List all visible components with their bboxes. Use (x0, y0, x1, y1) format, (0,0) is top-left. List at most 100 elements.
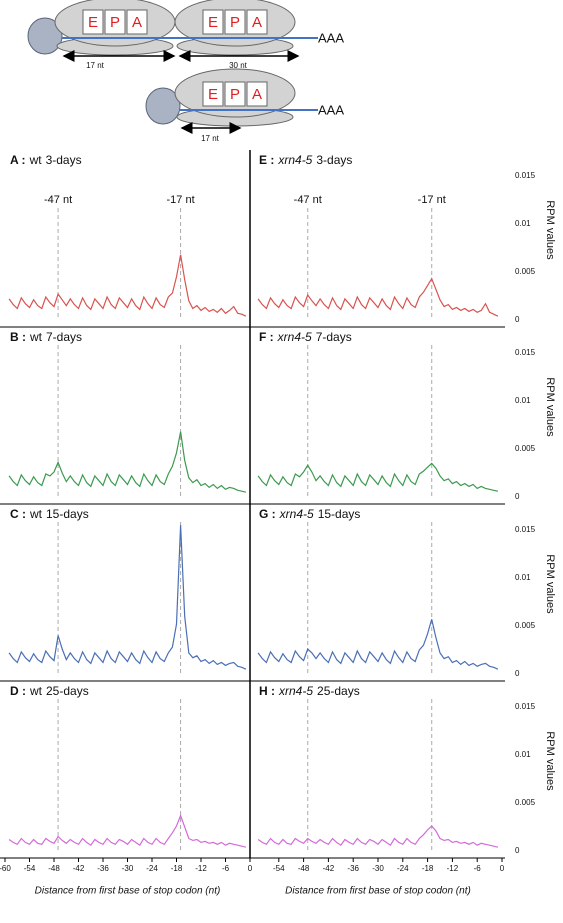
y-tick-label: 0 (515, 315, 520, 324)
polya-label: AAA (318, 102, 344, 117)
genotype: wt (29, 330, 43, 344)
panel-title: B : wt 7-days (10, 330, 82, 344)
panel-letter: D : (10, 684, 26, 698)
data-line (8, 431, 247, 493)
x-tick-label: -42 (73, 864, 85, 873)
x-tick-label: -36 (347, 864, 359, 873)
y-tick-label: 0.01 (515, 573, 531, 582)
x-tick-label: -12 (447, 864, 459, 873)
x-tick-label: -24 (146, 864, 158, 873)
annotation: -17 nt (418, 194, 446, 206)
site-label: P (110, 14, 120, 31)
y-axis-label: RPM values (544, 731, 556, 791)
site-label: E (208, 86, 218, 103)
x-tick-label: 0 (500, 864, 505, 873)
span-label: 30 nt (229, 61, 248, 70)
genotype: wt (29, 684, 43, 698)
site-label: P (230, 14, 240, 31)
panel-title: D : wt 25-days (10, 684, 89, 698)
y-tick-label: 0 (515, 669, 520, 678)
genotype: xrn4-5 (277, 330, 312, 344)
annotation: -47 nt (294, 194, 322, 206)
x-tick-label: -30 (372, 864, 384, 873)
site-label: E (88, 14, 98, 31)
site-label: E (208, 14, 218, 31)
site-label: A (252, 14, 262, 31)
y-tick-label: 0.005 (515, 267, 536, 276)
annotation: -47 nt (44, 194, 72, 206)
stage: 7-days (46, 330, 82, 344)
site-boxes (202, 81, 268, 107)
genotype: xrn4-5 (279, 507, 314, 521)
stage: 3-days (316, 153, 352, 167)
y-tick-label: 0.01 (515, 396, 531, 405)
stage: 7-days (316, 330, 352, 344)
stage: 3-days (46, 153, 82, 167)
stage: 15-days (318, 507, 361, 521)
y-tick-label: 0.01 (515, 219, 531, 228)
diagram-top: E P A E P A AAA 17 nt 30 nt (27, 0, 344, 70)
panel-letter: H : (259, 684, 275, 698)
x-tick-label: -18 (422, 864, 434, 873)
y-axis-label: RPM values (544, 200, 556, 260)
site-label: A (252, 86, 262, 103)
panel-title: C : wt 15-days (10, 507, 89, 521)
panel-letter: E : (259, 153, 274, 167)
panel-letter: F : (259, 330, 274, 344)
y-tick-label: 0 (515, 492, 520, 501)
x-tick-label: 0 (248, 864, 253, 873)
x-tick-label: -42 (323, 864, 335, 873)
y-tick-label: 0.01 (515, 750, 531, 759)
data-line (8, 254, 247, 317)
site-label: P (230, 86, 240, 103)
x-tick-label: -6 (222, 864, 230, 873)
x-tick-label: -24 (397, 864, 409, 873)
x-tick-label: -60 (0, 864, 11, 873)
annotation: -17 nt (167, 194, 195, 206)
y-tick-label: 0.005 (515, 798, 536, 807)
data-line (257, 277, 499, 317)
genotype: wt (29, 507, 43, 521)
diagram-bottom: E P A AAA 17 nt (145, 68, 344, 143)
x-axis-label: Distance from first base of stop codon (… (285, 886, 471, 897)
data-line (8, 525, 247, 670)
panel-letter: A : (10, 153, 26, 167)
y-tick-label: 0.005 (515, 621, 536, 630)
x-tick-label: -12 (195, 864, 207, 873)
genotype: wt (29, 153, 43, 167)
genotype: xrn4-5 (277, 153, 312, 167)
x-tick-label: -54 (24, 864, 36, 873)
y-tick-label: 0.015 (515, 171, 536, 180)
x-tick-label: -48 (48, 864, 60, 873)
stage: 25-days (46, 684, 89, 698)
y-tick-label: 0.005 (515, 444, 536, 453)
panel-letter: G : (259, 507, 276, 521)
span-label: 17 nt (86, 61, 105, 70)
site-label: A (132, 14, 142, 31)
data-line (257, 462, 499, 492)
x-tick-label: -30 (122, 864, 134, 873)
x-tick-label: -6 (474, 864, 482, 873)
panel-letter: C : (10, 507, 26, 521)
span-label: 17 nt (201, 134, 220, 143)
x-tick-label: -48 (298, 864, 310, 873)
panel-letter: B : (10, 330, 26, 344)
site-boxes (82, 9, 268, 35)
stage: 25-days (317, 684, 360, 698)
y-tick-label: 0.015 (515, 702, 536, 711)
y-tick-label: 0 (515, 846, 520, 855)
polya-label: AAA (318, 30, 344, 45)
x-tick-label: -36 (97, 864, 109, 873)
small-subunit-shape (145, 87, 181, 125)
stage: 15-days (46, 507, 89, 521)
x-tick-label: -54 (273, 864, 285, 873)
x-axis-label: Distance from first base of stop codon (… (35, 886, 221, 897)
panel-title: A : wt 3-days (10, 153, 82, 167)
panel-title: E : xrn4-5 3-days (259, 153, 352, 167)
x-tick-label: -18 (171, 864, 183, 873)
panel-title: G : xrn4-5 15-days (259, 507, 360, 521)
y-axis-label: RPM values (544, 554, 556, 614)
panel-title: F : xrn4-5 7-days (259, 330, 352, 344)
